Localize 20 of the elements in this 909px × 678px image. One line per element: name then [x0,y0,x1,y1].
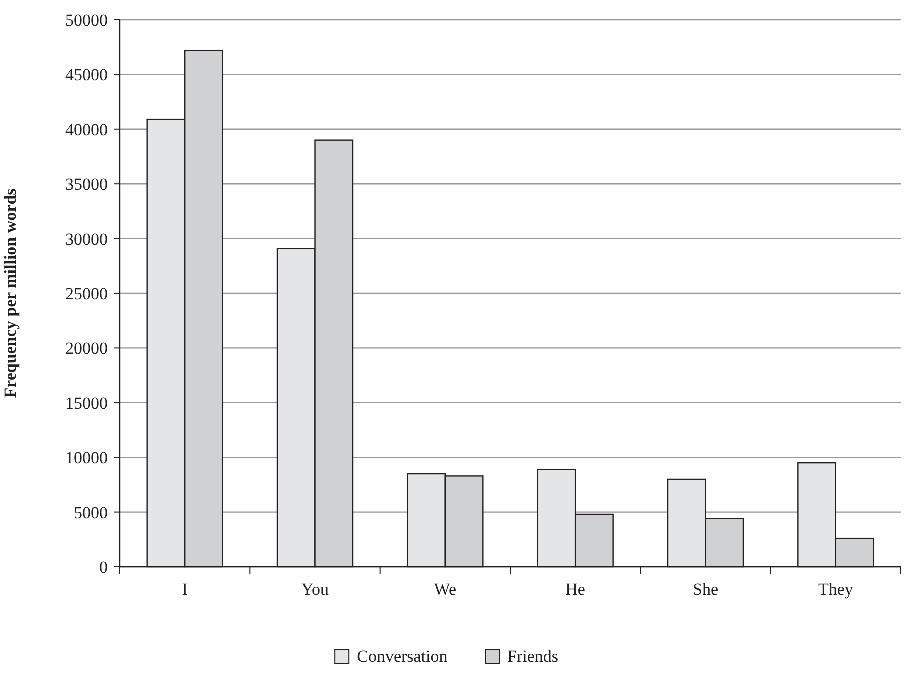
legend-label: Friends [508,647,558,666]
y-tick-label: 15000 [66,394,108,413]
legend-label: Conversation [357,647,448,666]
y-tick-label: 35000 [66,175,108,194]
y-tick-label: 25000 [66,284,108,304]
y-tick-label: 45000 [66,66,108,85]
x-tick-label: I [182,580,188,599]
y-tick-label: 20000 [66,339,108,358]
y-axis-title: Frequency per million words [1,188,20,398]
y-tick-label: 40000 [66,120,108,140]
y-tick-label: 50000 [66,10,108,30]
y-tick-label: 10000 [66,448,108,468]
y-tick-label: 0 [100,558,108,577]
x-tick-label: We [434,580,457,599]
x-tick-label: She [693,580,718,599]
x-tick-label: He [566,580,586,599]
y-tick-label: 30000 [66,230,108,249]
x-tick-label: You [301,580,330,599]
x-tick-label: They [818,580,854,599]
y-tick-label: 5000 [74,503,108,522]
